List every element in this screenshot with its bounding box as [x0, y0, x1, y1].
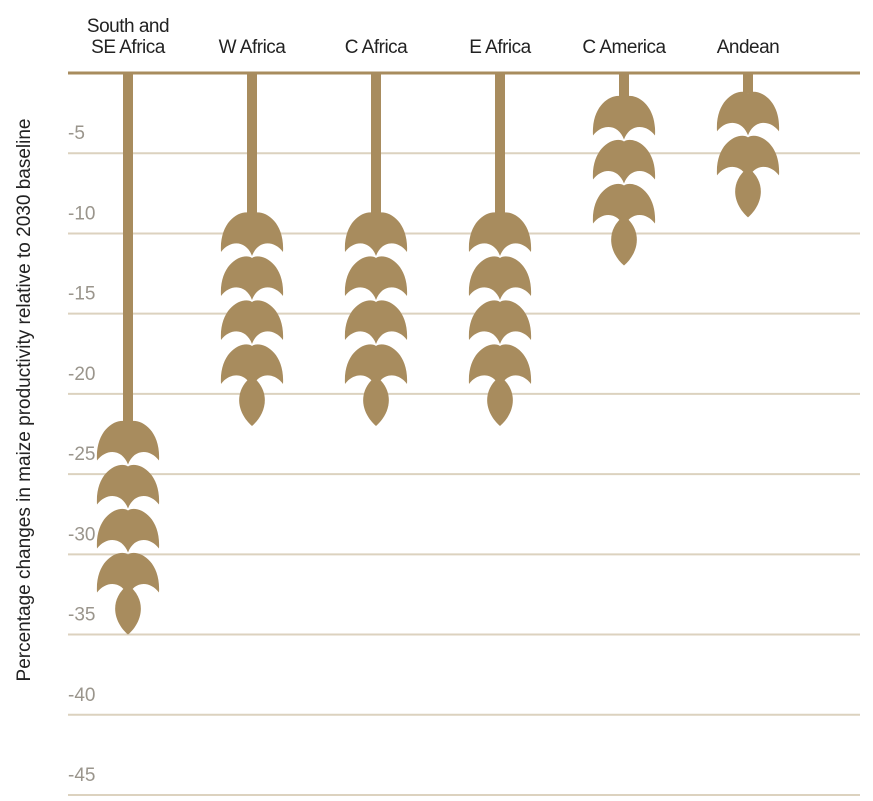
bar	[97, 73, 159, 635]
ear-segment	[221, 212, 283, 256]
stem	[743, 73, 753, 93]
ear-tip	[239, 376, 265, 426]
ear-segment	[469, 212, 531, 256]
y-tick-label: -25	[68, 444, 95, 465]
bar	[345, 73, 407, 426]
ear-segment	[469, 256, 531, 300]
y-tick-label: -30	[68, 524, 95, 545]
stem	[123, 73, 133, 423]
x-tick-label: C America	[564, 37, 684, 58]
bar	[469, 73, 531, 426]
ear-tip	[735, 167, 761, 217]
stem	[247, 73, 257, 214]
ear-tip	[611, 216, 637, 266]
ear-segment	[97, 421, 159, 465]
bar	[717, 73, 779, 217]
ear-segment	[469, 300, 531, 344]
stem	[371, 73, 381, 214]
x-tick-label: E Africa	[440, 37, 560, 58]
x-tick-label: South and SE Africa	[78, 16, 178, 58]
ear-tip	[115, 585, 141, 635]
y-axis-label: Percentage changes in maize productivity…	[14, 119, 35, 682]
ear-tip	[363, 376, 389, 426]
x-tick-label: W Africa	[192, 37, 312, 58]
y-tick-label: -15	[68, 284, 95, 305]
ear-segment	[593, 140, 655, 184]
x-tick-label: Andean	[688, 37, 808, 58]
ear-segment	[593, 96, 655, 140]
y-tick-label: -45	[68, 765, 95, 786]
chart: Percentage changes in maize productivity…	[0, 0, 873, 801]
bar	[593, 73, 655, 266]
y-tick-label: -5	[68, 123, 85, 144]
y-tick-label: -40	[68, 685, 95, 706]
x-tick-label: C Africa	[316, 37, 436, 58]
ear-segment	[345, 256, 407, 300]
plot: Percentage changes in maize productivity…	[0, 0, 873, 801]
y-tick-label: -35	[68, 605, 95, 626]
bar	[221, 73, 283, 426]
ear-segment	[97, 465, 159, 509]
ear-segment	[221, 256, 283, 300]
ear-tip	[487, 376, 513, 426]
ear-segment	[221, 300, 283, 344]
stem	[495, 73, 505, 214]
ear-segment	[717, 92, 779, 136]
stem	[619, 73, 629, 98]
ear-segment	[345, 212, 407, 256]
ear-segment	[97, 509, 159, 553]
y-tick-label: -10	[68, 203, 95, 224]
y-tick-label: -20	[68, 364, 95, 385]
ear-segment	[345, 300, 407, 344]
